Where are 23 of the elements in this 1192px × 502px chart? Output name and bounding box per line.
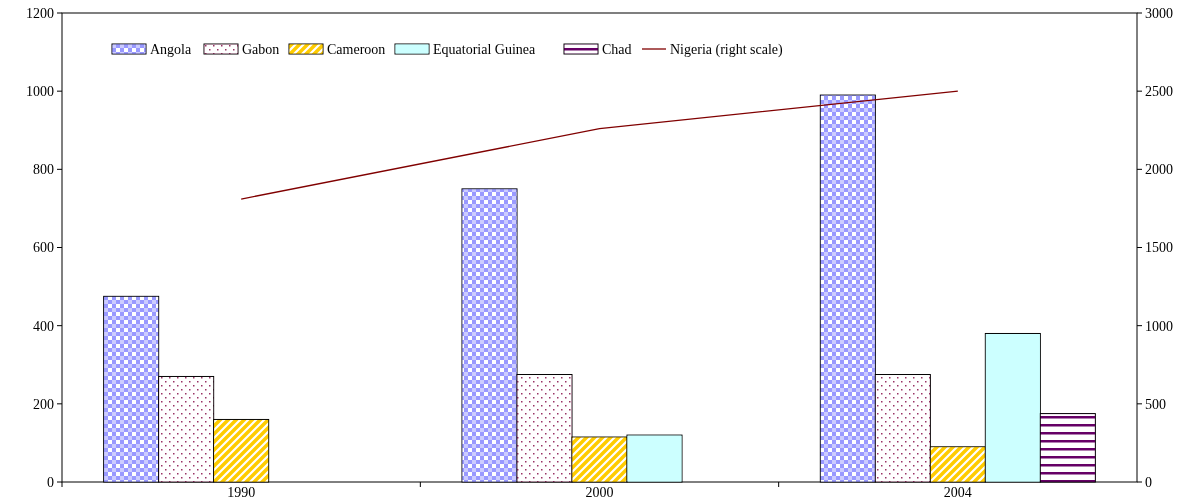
x-tick-label: 2000 [585,485,614,500]
y2-tick-label: 500 [1145,396,1166,412]
y2-tick-label: 3000 [1145,5,1173,21]
y2-tick-label: 1000 [1145,318,1173,334]
x-tick-label: 2004 [943,485,972,500]
y-tick-label: 200 [33,396,54,412]
y2-tick-label: 2500 [1145,84,1173,100]
y-tick-label: 1200 [26,5,54,21]
y2-tick-label: 0 [1145,474,1152,490]
y-tick-label: 600 [33,240,54,256]
y-tick-label: 800 [33,162,54,178]
y2-tick-label: 1500 [1145,240,1173,256]
legend-label: Equatorial Guinea [433,41,537,57]
x-tick-label: 1990 [227,485,256,500]
legend-label: Cameroon [327,41,386,57]
y-tick-label: 0 [47,474,54,490]
y2-tick-label: 2000 [1145,162,1173,178]
y-tick-label: 1000 [26,84,54,100]
y-tick-label: 400 [33,318,54,334]
legend-label: Gabon [242,41,280,57]
legend-label: Angola [150,41,192,57]
legend-label: Nigeria (right scale) [670,41,784,58]
legend-label: Chad [602,41,632,57]
